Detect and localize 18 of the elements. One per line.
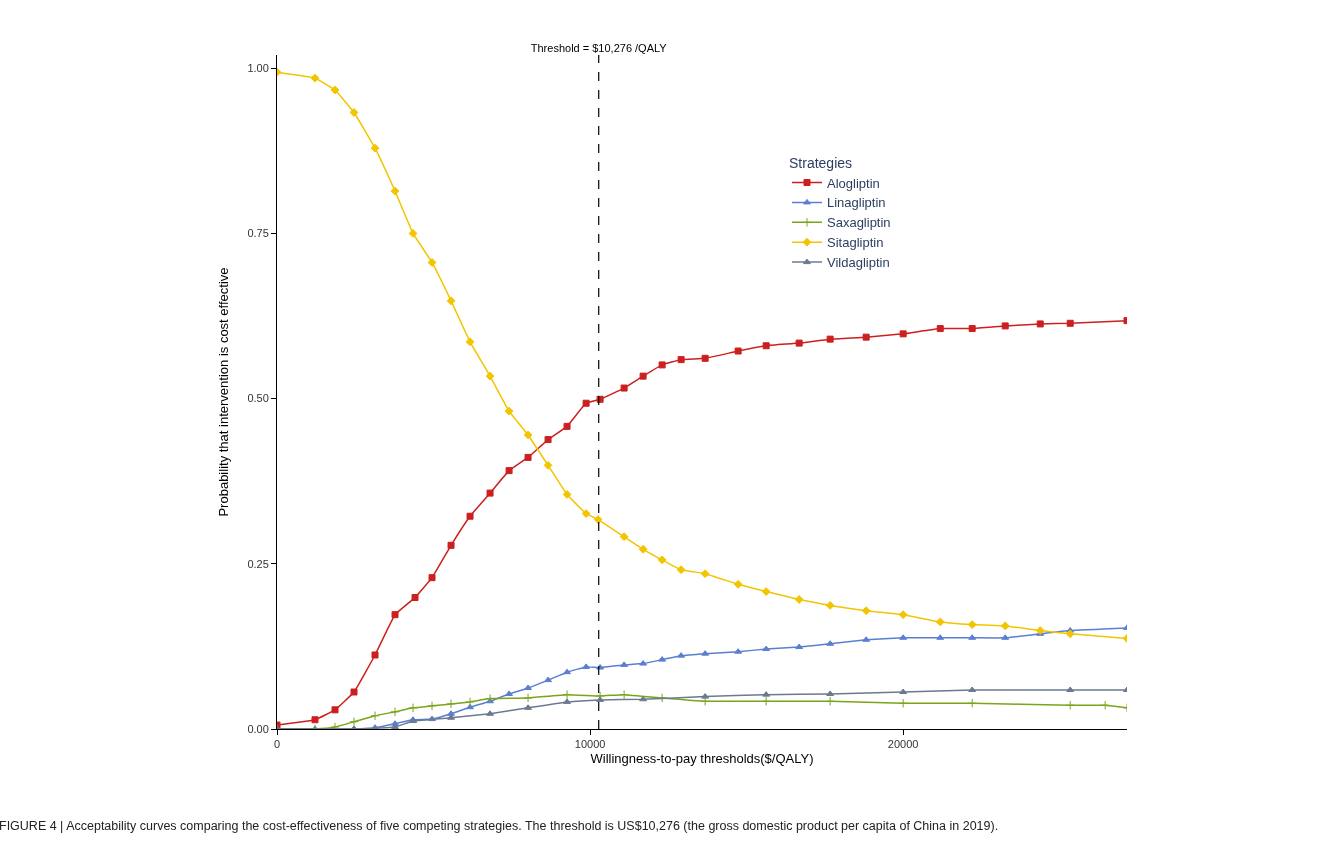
legend-label: Vildagliptin xyxy=(827,255,890,271)
legend-title: Strategies xyxy=(789,154,853,171)
x-tick-label: 10000 xyxy=(574,738,606,751)
x-tick-label: 20000 xyxy=(887,738,919,751)
y-tick-label: 0.75 xyxy=(247,227,269,240)
y-tick-label: 0.25 xyxy=(247,557,269,570)
x-tick-label: 0 xyxy=(273,738,281,751)
y-tick-label: 1.00 xyxy=(247,62,269,75)
ref-line-label: Threshold = $10,276 /QALY xyxy=(530,42,668,55)
legend-label: Linagliptin xyxy=(827,195,886,211)
legend-label: Alogliptin xyxy=(827,175,880,191)
legend-label: Sitagliptin xyxy=(827,235,884,251)
caption: FIGURE 4 | Acceptability curves comparing the cost-effectiveness of five competing strategies. The threshold is US$10,276 (the gross domestic product per capita of China in 2019). xyxy=(0,819,999,833)
legend-label: Saxagliptin xyxy=(827,215,891,231)
y-tick-label: 0.50 xyxy=(247,392,269,405)
y-tick-label: 0.00 xyxy=(247,722,269,735)
y-axis-title: Probability that intervention is cost effective xyxy=(216,267,232,517)
x-axis-title: Willingness-to-pay thresholds($/QALY) xyxy=(590,750,814,766)
